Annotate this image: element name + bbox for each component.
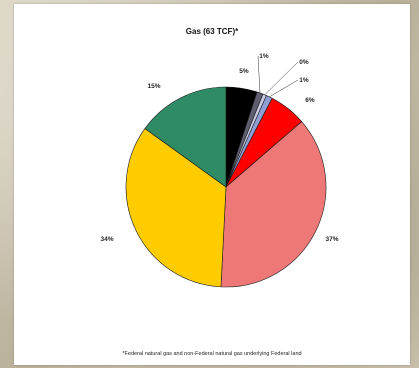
- pie-slice: [220, 121, 327, 288]
- slice-label: 0%: [299, 59, 309, 66]
- slice-label: 1%: [259, 53, 269, 60]
- slice-label: 5%: [239, 68, 249, 75]
- leader-line: [257, 55, 261, 93]
- leader-line: [264, 61, 299, 95]
- pie-slice: [144, 86, 227, 188]
- slice-label: 1%: [299, 77, 309, 84]
- slice-label: 34%: [100, 236, 113, 243]
- slice-label: 6%: [305, 97, 315, 104]
- slice-label: 37%: [325, 236, 338, 243]
- chart-panel: Gas (63 TCF)* 5% 1% 0% 1% 6% 37% 34% 15% *Feder…: [14, 4, 410, 365]
- chart-footnote: *Federal natural gas and non-Federal nat…: [122, 351, 302, 357]
- leader-line: [269, 79, 299, 98]
- pie-chart: 5% 1% 0% 1% 6% 37% 34% 15%: [100, 53, 339, 288]
- chart-title: Gas (63 TCF)*: [185, 27, 239, 36]
- pie-slice: [125, 128, 227, 288]
- slice-label: 15%: [147, 83, 160, 90]
